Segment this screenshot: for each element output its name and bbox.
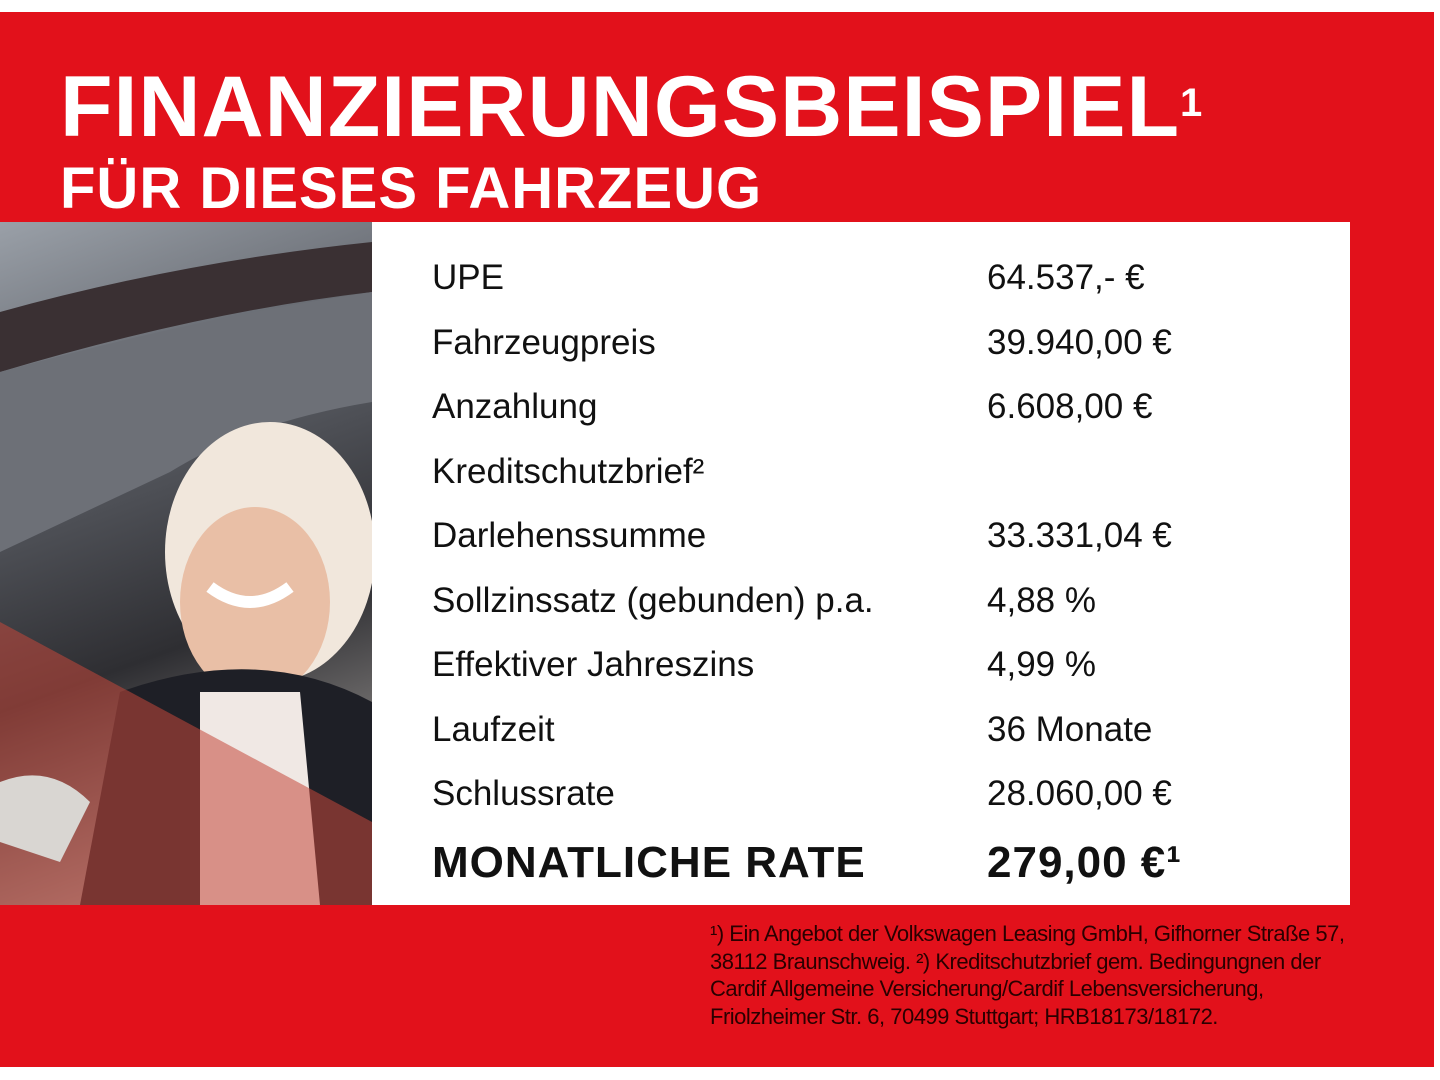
row-value: 64.537,- € bbox=[987, 258, 1145, 297]
headline-footnote-mark: 1 bbox=[1179, 81, 1204, 125]
row-label: Effektiver Jahreszins bbox=[432, 645, 755, 684]
row-laufzeit: Laufzeit 36 Monate bbox=[432, 710, 1152, 750]
row-effektiver-jahreszins: Effektiver Jahreszins 4,99 % bbox=[432, 645, 1096, 685]
row-sollzinssatz: Sollzinssatz (gebunden) p.a. 4,88 % bbox=[432, 581, 1096, 621]
row-label: Anzahlung bbox=[432, 387, 598, 426]
row-value: 4,88 % bbox=[987, 581, 1096, 620]
row-value: 36 Monate bbox=[987, 710, 1153, 749]
row-value: 6.608,00 € bbox=[987, 387, 1153, 426]
financing-table: UPE 64.537,- € Fahrzeugpreis 39.940,00 € A… bbox=[372, 222, 1350, 905]
row-monthly-rate: MONATLICHE RATE 279,00 €¹ bbox=[432, 838, 1181, 888]
headline: FINANZIERUNGSBEISPIEL1 bbox=[60, 62, 1203, 152]
row-schlussrate: Schlussrate 28.060,00 € bbox=[432, 774, 1172, 814]
row-darlehenssumme: Darlehenssumme 33.331,04 € bbox=[432, 516, 1172, 556]
footnote: ¹) Ein Angebot der Volkswagen Leasing Gm… bbox=[710, 921, 1345, 1029]
row-label: Sollzinssatz (gebunden) p.a. bbox=[432, 581, 874, 620]
subheadline: FÜR DIESES FAHRZEUG bbox=[60, 156, 763, 221]
total-value: 279,00 €¹ bbox=[987, 838, 1182, 887]
row-fahrzeugpreis: Fahrzeugpreis 39.940,00 € bbox=[432, 323, 1172, 363]
row-anzahlung: Anzahlung 6.608,00 € bbox=[432, 387, 1152, 427]
row-value: 33.331,04 € bbox=[987, 516, 1172, 555]
ad-banner: FINANZIERUNGSBEISPIEL1 FÜR DIESES FAHRZE… bbox=[0, 12, 1434, 1067]
row-label: Fahrzeugpreis bbox=[432, 323, 656, 362]
row-upe: UPE 64.537,- € bbox=[432, 258, 1145, 298]
row-value: 39.940,00 € bbox=[987, 323, 1172, 362]
total-label: MONATLICHE RATE bbox=[432, 838, 866, 887]
row-label: Schlussrate bbox=[432, 774, 615, 813]
row-kreditschutzbrief: Kreditschutzbrief² bbox=[432, 452, 704, 492]
headline-text: FINANZIERUNGSBEISPIEL bbox=[60, 59, 1180, 155]
row-label: Kreditschutzbrief² bbox=[432, 452, 705, 491]
row-value: 4,99 % bbox=[987, 645, 1096, 684]
row-label: Laufzeit bbox=[432, 710, 555, 749]
row-value: 28.060,00 € bbox=[987, 774, 1172, 813]
row-label: Darlehenssumme bbox=[432, 516, 707, 555]
woman-in-car-photo bbox=[0, 222, 372, 905]
row-label: UPE bbox=[432, 258, 504, 297]
